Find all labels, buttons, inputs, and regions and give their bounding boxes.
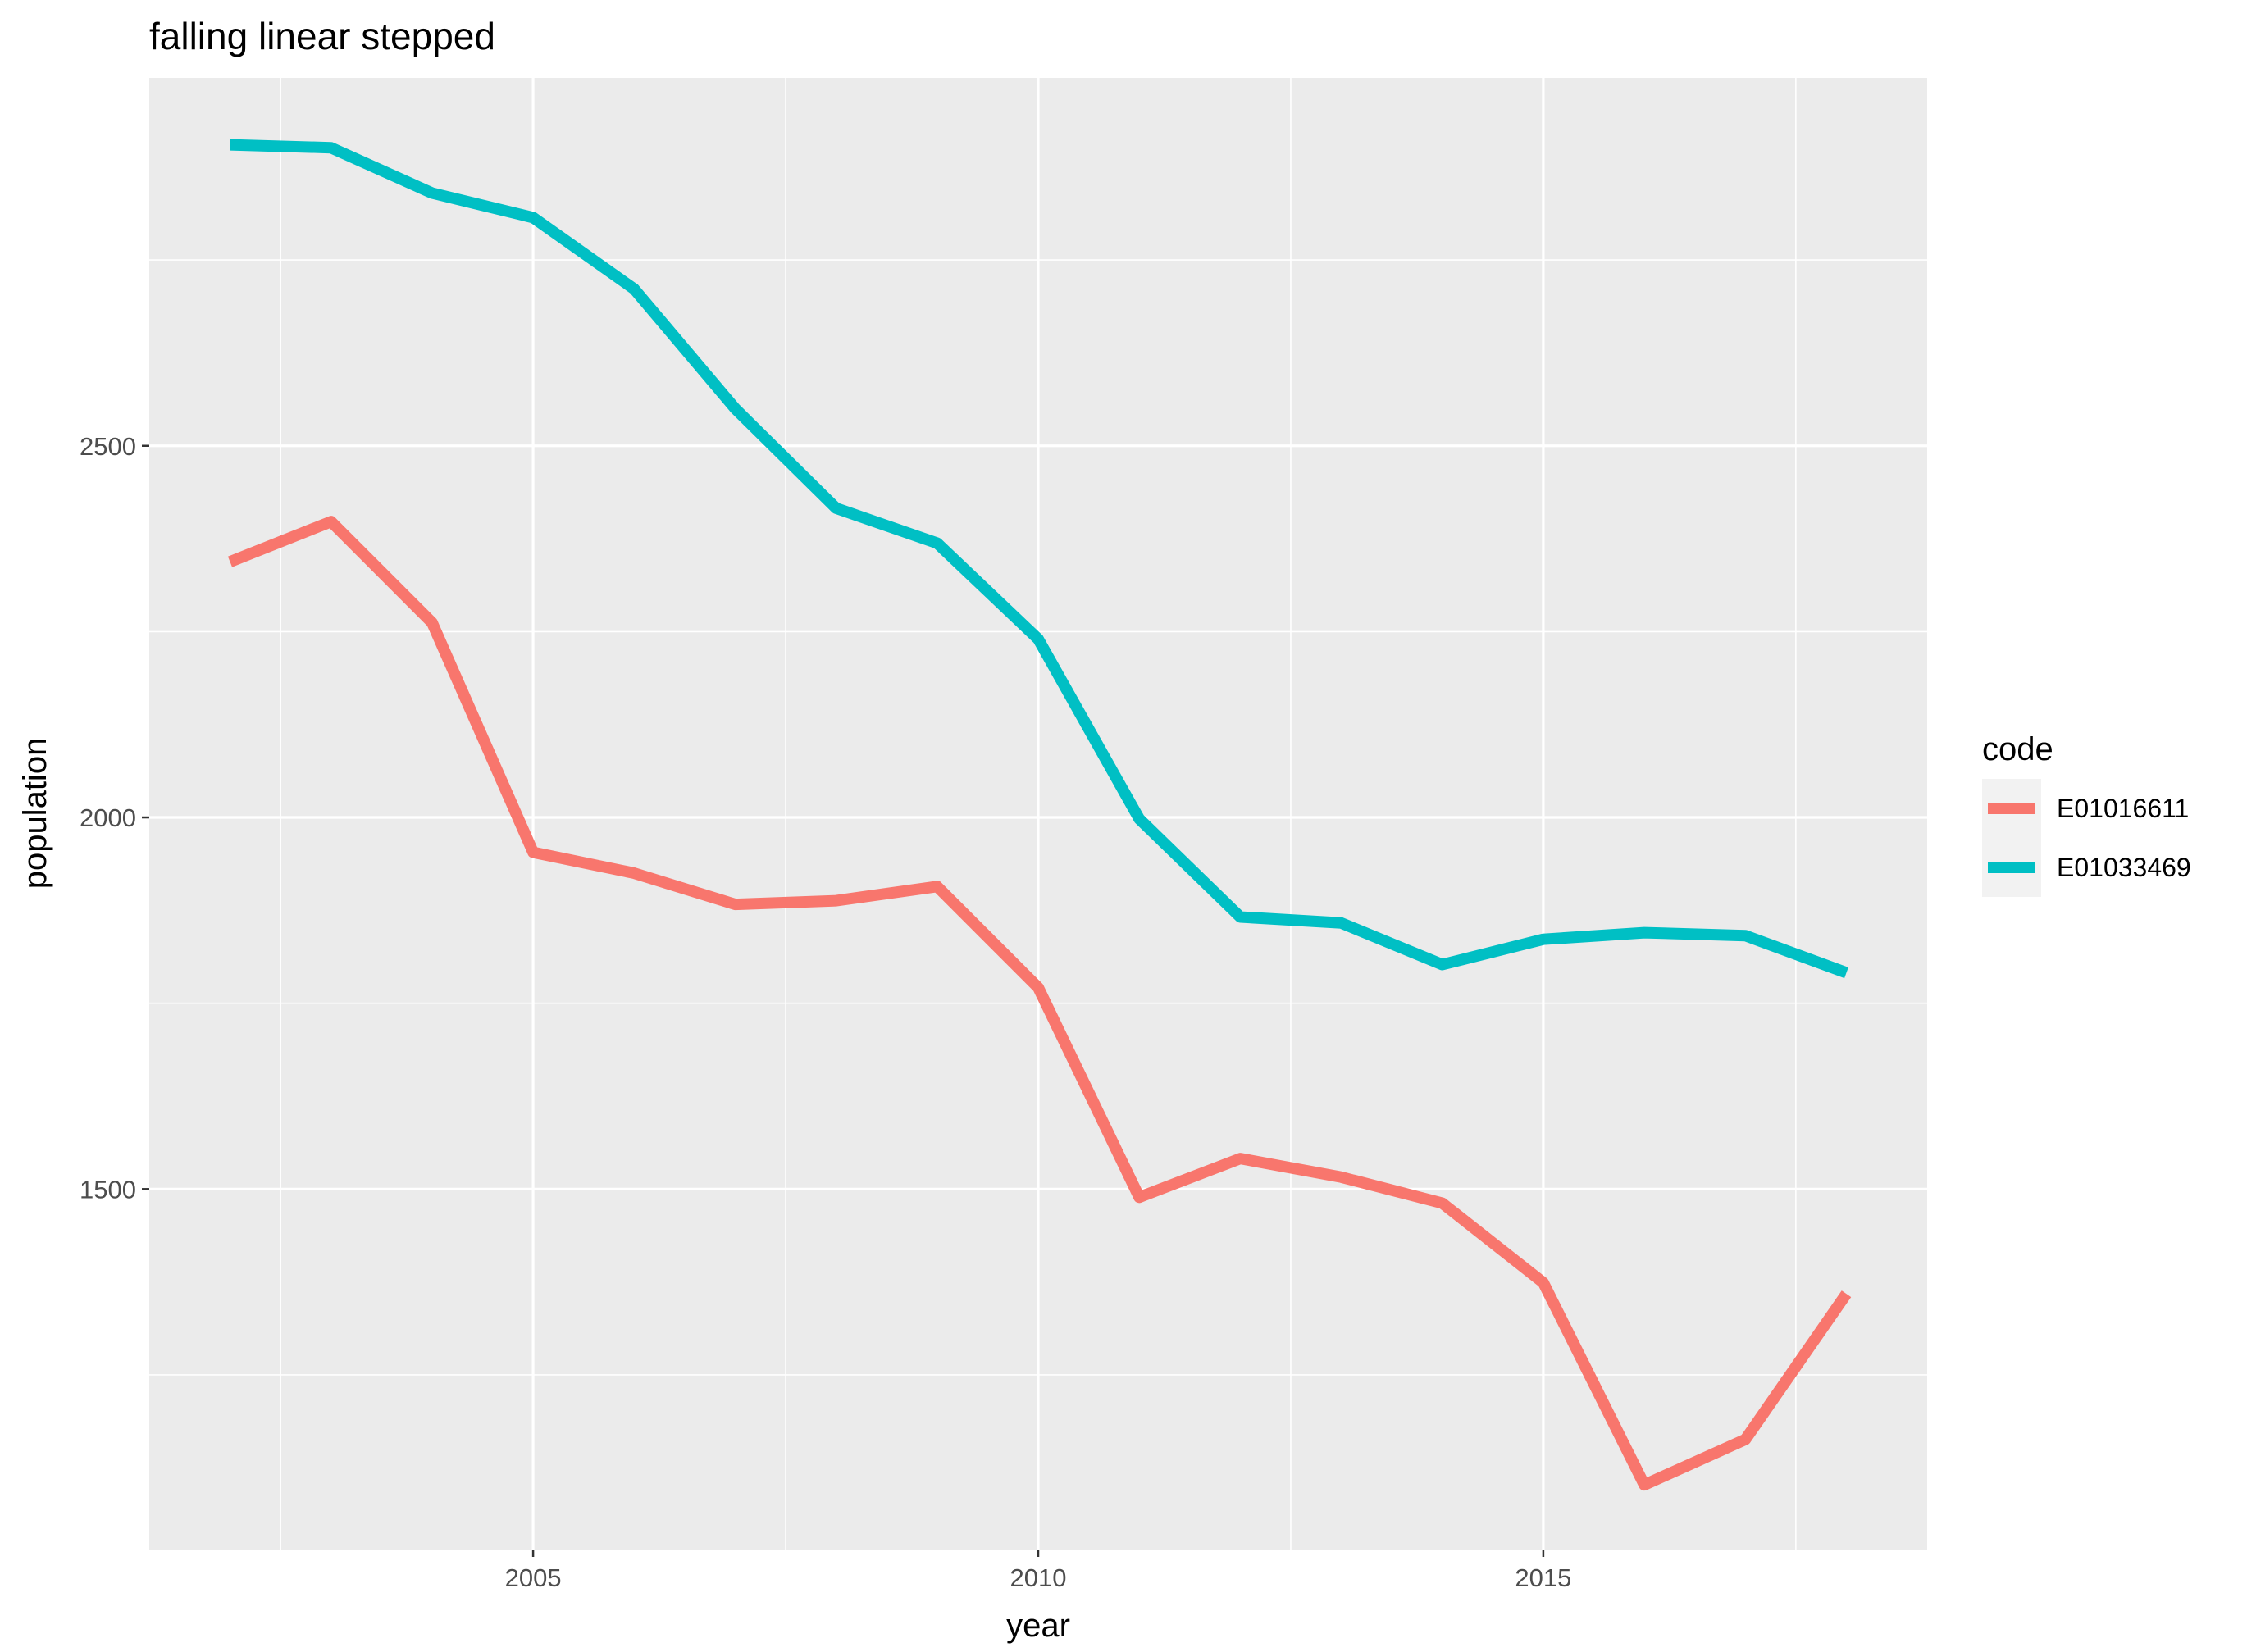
y-tick-label: 1500 <box>80 1175 136 1204</box>
chart-title: falling linear stepped <box>149 15 495 57</box>
series-line-E01016611 <box>227 516 1852 1491</box>
x-tick-label: 2005 <box>505 1563 562 1592</box>
y-axis: 1500 2000 2500 <box>80 432 149 1204</box>
legend: code E01016611 E01033469 <box>1982 731 2191 897</box>
legend-title: code <box>1982 731 2053 767</box>
series-line-E01033469 <box>230 139 1848 979</box>
y-tick-label: 2500 <box>80 432 136 461</box>
x-tick-label: 2015 <box>1515 1563 1571 1592</box>
series-lines <box>227 139 1852 1491</box>
x-axis-title: year <box>1006 1608 1070 1644</box>
x-tick-label: 2010 <box>1010 1563 1067 1592</box>
legend-label: E01033469 <box>2057 853 2191 882</box>
legend-label: E01016611 <box>2057 794 2189 823</box>
x-axis: 2005 2010 2015 <box>505 1550 1571 1592</box>
major-gridlines <box>149 78 1927 1550</box>
y-axis-title: population <box>17 738 53 890</box>
y-tick-label: 2000 <box>80 803 136 832</box>
